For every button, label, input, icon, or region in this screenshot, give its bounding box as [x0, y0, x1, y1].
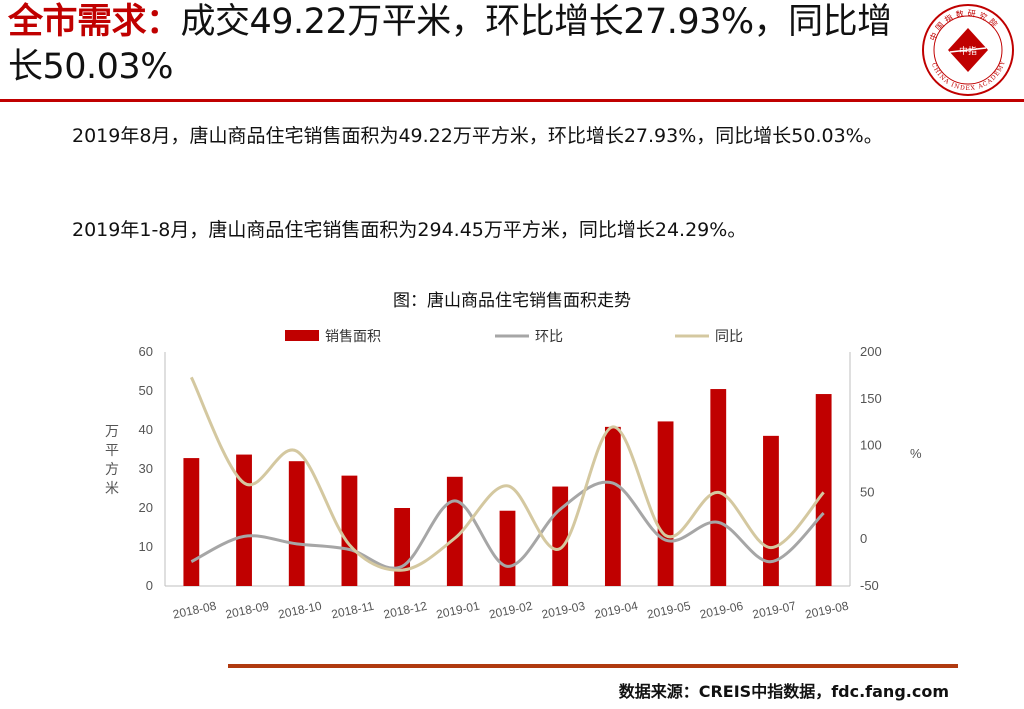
footer-divider: [228, 664, 958, 668]
bar-sales: [710, 389, 727, 586]
bar-sales: [552, 486, 569, 586]
page-title: 全市需求：成交49.22万平米，环比增长27.93%，同比增长50.03%: [8, 0, 908, 90]
line-yoy: [190, 376, 825, 572]
y-tick-label: 0: [146, 578, 153, 593]
y-axis-label-char: 米: [105, 480, 119, 496]
y-tick-label: 20: [139, 500, 153, 515]
bar-sales: [236, 454, 252, 586]
y-tick-label: 30: [139, 461, 153, 476]
y-tick-label: 50: [139, 383, 153, 398]
paragraph-monthly: 2019年8月，唐山商品住宅销售面积为49.22万平方米，环比增长27.93%，…: [72, 125, 883, 147]
legend-label-0: 销售面积: [325, 328, 381, 344]
bar-sales: [499, 510, 516, 586]
china-index-academy-logo: 中国指数研究院 CHINA INDEX ACADEMY 中指: [922, 4, 1014, 96]
bar-sales: [288, 461, 305, 586]
logo-center-text: 中指: [959, 45, 977, 57]
title-divider: [0, 99, 1024, 102]
y2-axis-label: %: [910, 446, 922, 461]
y-axis-label-char: 方: [105, 461, 119, 477]
x-tick-label: 2019-06: [698, 599, 744, 622]
y2-tick-label: 100: [860, 438, 882, 453]
chart-title: 图：唐山商品住宅销售面积走势: [393, 291, 631, 311]
bar-sales: [763, 435, 779, 586]
y2-tick-label: 0: [860, 531, 867, 546]
bar-sales: [446, 476, 463, 586]
y2-tick-label: 50: [860, 484, 874, 499]
y2-tick-label: 150: [860, 391, 882, 406]
y2-tick-label: 200: [860, 344, 882, 359]
x-tick-label: 2019-07: [751, 599, 797, 622]
x-tick-label: 2019-04: [593, 599, 639, 622]
data-source: 数据来源：CREIS中指数据，fdc.fang.com: [618, 682, 949, 701]
y-tick-label: 10: [139, 539, 153, 554]
bar-sales: [341, 475, 358, 586]
x-tick-label: 2018-12: [382, 599, 428, 622]
x-tick-label: 2018-09: [224, 599, 270, 622]
bar-sales: [183, 458, 200, 586]
x-tick-label: 2019-01: [435, 599, 481, 622]
legend-label-1: 环比: [535, 328, 563, 344]
legend-label-2: 同比: [715, 328, 743, 344]
y-axis-label-char: 平: [105, 442, 119, 458]
x-tick-label: 2018-08: [172, 599, 218, 622]
bar-sales: [815, 394, 832, 586]
line-mom: [190, 480, 825, 570]
x-tick-label: 2018-11: [330, 599, 375, 622]
bar-sales: [657, 421, 674, 586]
x-tick-label: 2019-02: [488, 599, 534, 622]
title-main: 成交49.22万平米，环比增长27.93%，同比增长50.03%: [8, 2, 892, 87]
y-tick-label: 40: [139, 422, 153, 437]
bar-sales: [394, 508, 411, 586]
bar-sales: [604, 426, 621, 586]
sales-area-chart: 销售面积 环比 同比 0 10 20 30 40 50 60 -50 0 50 100 150 200 万平方米…: [105, 328, 922, 622]
x-tick-label: 2019-08: [804, 599, 850, 622]
title-prefix: 全市需求：: [8, 2, 181, 42]
y-tick-label: 60: [139, 344, 153, 359]
legend-swatch-sales: [285, 330, 319, 341]
y-axis-label-char: 万: [105, 423, 119, 439]
x-tick-label: 2018-10: [277, 599, 323, 622]
paragraph-ytd: 2019年1-8月，唐山商品住宅销售面积为294.45万平方米，同比增长24.2…: [72, 219, 747, 241]
x-tick-label: 2019-05: [646, 599, 692, 622]
y2-tick-label: -50: [860, 578, 879, 593]
x-tick-label: 2019-03: [540, 599, 586, 622]
